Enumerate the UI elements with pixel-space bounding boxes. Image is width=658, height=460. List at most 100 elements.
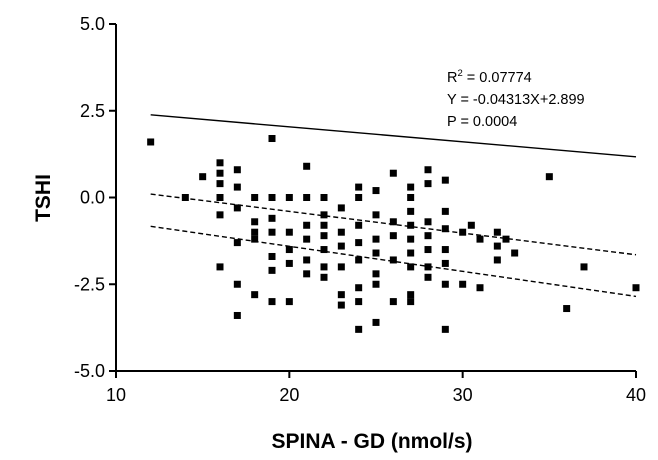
data-point	[424, 218, 432, 226]
annotation-block: R2 = 0.07774 Y = -0.04313X+2.899 P = 0.0…	[447, 68, 585, 130]
data-point	[268, 298, 276, 306]
data-point	[389, 232, 397, 240]
data-point	[216, 169, 224, 177]
x-tick-label: 30	[453, 385, 473, 405]
data-point	[407, 298, 415, 306]
data-point	[493, 228, 501, 236]
regression-line	[150, 114, 637, 158]
data-point	[337, 263, 345, 271]
data-point	[268, 228, 276, 236]
data-point	[303, 235, 311, 243]
data-point	[632, 284, 640, 292]
data-point	[251, 291, 259, 299]
data-point	[285, 298, 293, 306]
data-point	[268, 135, 276, 143]
data-point	[424, 246, 432, 254]
data-point	[441, 207, 449, 215]
data-point	[372, 270, 380, 278]
data-point	[216, 211, 224, 219]
regression-equation-annotation: Y = -0.04313X+2.899	[447, 92, 585, 108]
data-point	[251, 194, 259, 201]
data-point	[407, 235, 415, 243]
data-point	[337, 242, 345, 250]
data-point	[320, 232, 328, 240]
data-point	[372, 235, 380, 243]
data-point	[216, 194, 224, 201]
data-point	[233, 183, 241, 191]
data-point	[459, 280, 467, 288]
data-point	[268, 194, 276, 201]
data-point	[355, 325, 363, 333]
y-axis-title: TSHI	[32, 174, 55, 222]
data-point	[199, 173, 207, 181]
data-point	[407, 207, 415, 215]
data-point	[476, 235, 484, 243]
data-point	[320, 246, 328, 254]
data-point	[355, 221, 363, 229]
data-point	[233, 204, 241, 212]
data-point	[389, 218, 397, 226]
data-point	[372, 249, 380, 257]
x-tick-label: 40	[626, 385, 646, 405]
data-point	[476, 284, 484, 292]
data-point	[303, 256, 311, 264]
data-point	[407, 221, 415, 229]
x-axis-title: SPINA - GD (nmol/s)	[271, 430, 472, 453]
data-point	[372, 280, 380, 288]
x-tick-label: 20	[279, 385, 299, 405]
data-point	[337, 301, 345, 309]
data-point	[407, 249, 415, 257]
data-point	[389, 298, 397, 306]
data-point	[372, 211, 380, 219]
r-squared-value: = 0.07774	[463, 70, 532, 86]
data-point	[407, 194, 415, 201]
data-point	[251, 218, 259, 226]
data-point	[355, 183, 363, 191]
y-tick-label: 5.0	[80, 14, 105, 34]
data-point	[181, 194, 189, 201]
data-point	[355, 256, 363, 264]
p-value-annotation: P = 0.0004	[447, 114, 517, 130]
data-point	[355, 239, 363, 247]
r-squared-prefix: R	[447, 70, 457, 86]
data-point	[303, 162, 311, 170]
data-point	[147, 138, 155, 146]
data-point	[233, 311, 241, 319]
data-point	[407, 263, 415, 271]
r-squared-superscript: 2	[457, 68, 462, 79]
data-point	[441, 246, 449, 254]
data-point	[303, 221, 311, 229]
data-point	[502, 235, 510, 243]
data-point	[441, 176, 449, 184]
data-point	[459, 228, 467, 236]
data-point	[441, 325, 449, 333]
data-point	[424, 166, 432, 174]
data-point	[355, 284, 363, 292]
data-point	[493, 242, 501, 250]
data-point	[216, 263, 224, 271]
data-point	[441, 280, 449, 288]
plot-area: 5.0 2.5 0.0 -2.5 -5.010 20 30 40	[74, 14, 646, 405]
data-point	[337, 291, 345, 299]
data-point	[545, 173, 553, 181]
data-point	[424, 263, 432, 271]
data-point	[285, 246, 293, 254]
data-point	[233, 239, 241, 247]
y-tick-label: 0.0	[80, 188, 105, 208]
data-point	[285, 194, 293, 201]
data-point	[407, 291, 415, 299]
data-point	[355, 298, 363, 306]
y-tick-label: -5.0	[74, 361, 105, 381]
data-point	[320, 263, 328, 271]
data-point	[441, 225, 449, 233]
data-point	[467, 221, 475, 229]
data-point	[441, 259, 449, 267]
data-point	[337, 228, 345, 236]
data-point	[268, 252, 276, 260]
data-point	[563, 305, 571, 313]
data-point	[355, 194, 363, 201]
data-point	[251, 235, 259, 243]
data-point	[233, 166, 241, 174]
data-point	[337, 204, 345, 212]
